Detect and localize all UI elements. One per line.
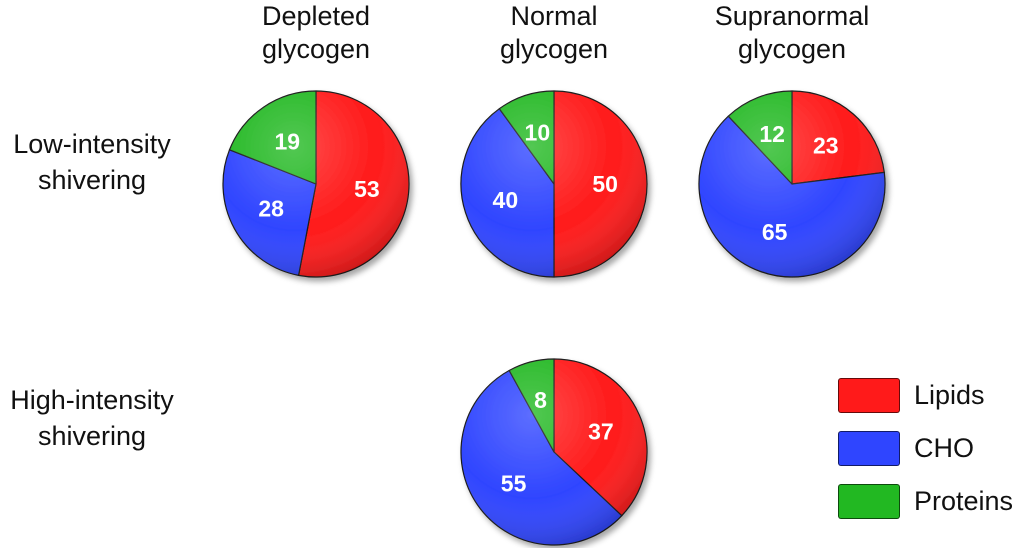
legend-item-lipids: Lipids — [838, 378, 1013, 413]
legend-item-cho: CHO — [838, 431, 1013, 466]
legend-swatch-lipids — [838, 378, 900, 413]
pie-label-low-supranormal-proteins: 12 — [759, 121, 785, 147]
pie-label-low-depleted-cho: 28 — [258, 196, 284, 222]
row-header-high: High-intensity shivering — [0, 382, 192, 454]
row-header-low-line-2: shivering — [37, 165, 147, 195]
legend-label-lipids: Lipids — [914, 380, 985, 410]
pie-label-low-depleted-lipids: 53 — [354, 176, 380, 202]
pie-label-high-normal-proteins: 8 — [534, 387, 547, 413]
pie-low-supranormal — [698, 90, 886, 278]
legend-swatch-cho — [838, 431, 900, 466]
pie-label-low-normal-proteins: 10 — [525, 120, 551, 146]
column-header-normal-line-2: glycogen — [499, 34, 609, 64]
legend: Lipids CHO Proteins — [838, 378, 1013, 537]
row-header-low-line-1: Low-intensity — [13, 129, 171, 159]
pie-label-low-normal-cho: 40 — [493, 187, 519, 213]
pie-low-depleted — [222, 90, 410, 278]
pie-label-low-supranormal-lipids: 23 — [813, 133, 839, 159]
column-header-depleted-line-1: Depleted — [261, 1, 371, 31]
column-header-supranormal: Supranormal glycogen — [672, 0, 912, 66]
pie-label-low-supranormal-cho: 65 — [762, 219, 788, 245]
row-header-high-line-1: High-intensity — [10, 385, 174, 415]
legend-label-proteins: Proteins — [914, 486, 1014, 516]
row-header-high-line-2: shivering — [37, 421, 147, 451]
row-header-low: Low-intensity shivering — [0, 126, 192, 198]
pie-low-normal — [460, 90, 648, 278]
pie-label-low-normal-lipids: 50 — [592, 171, 618, 197]
pie-label-low-depleted-proteins: 19 — [274, 129, 300, 155]
legend-label-cho: CHO — [914, 433, 974, 463]
column-header-normal-line-1: Normal — [510, 1, 598, 31]
column-header-depleted: Depleted glycogen — [196, 0, 436, 66]
legend-item-proteins: Proteins — [838, 484, 1013, 519]
legend-swatch-proteins — [838, 484, 900, 519]
pie-high-normal — [460, 358, 648, 546]
pie-label-high-normal-cho: 55 — [501, 470, 527, 496]
pie-label-high-normal-lipids: 37 — [588, 419, 614, 445]
column-header-depleted-line-2: glycogen — [261, 34, 371, 64]
column-header-supranormal-line-2: glycogen — [737, 34, 847, 64]
column-header-normal: Normal glycogen — [434, 0, 674, 66]
column-header-supranormal-line-1: Supranormal — [714, 1, 870, 31]
